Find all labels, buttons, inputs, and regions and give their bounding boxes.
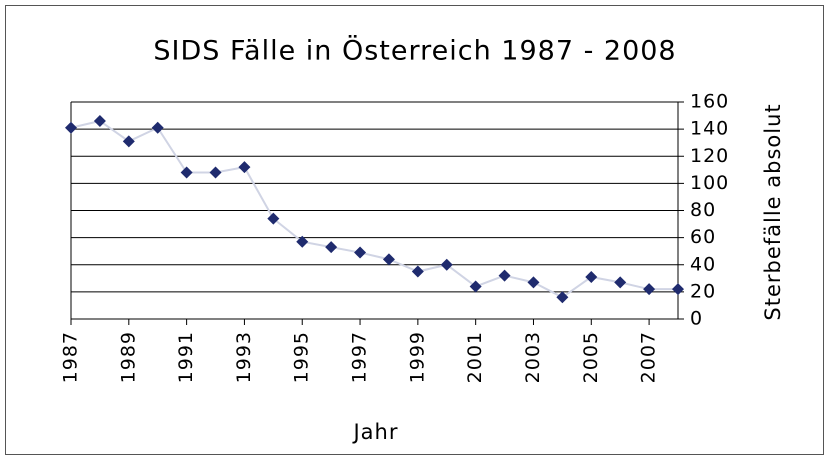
y-tick-label: 20 (690, 280, 716, 302)
data-point (527, 276, 540, 289)
data-point (411, 265, 424, 278)
data-line (70, 119, 678, 299)
data-point (151, 121, 164, 134)
data-point (238, 161, 251, 174)
y-tick-label: 100 (690, 172, 729, 194)
data-point (556, 291, 569, 304)
data-point (325, 241, 338, 254)
x-tick-label: 1999 (406, 331, 428, 383)
data-point (498, 269, 511, 282)
y-tick-label: 120 (690, 145, 729, 167)
data-point (643, 283, 656, 296)
y-tick-label: 80 (690, 199, 716, 221)
x-tick-label: 1993 (233, 331, 255, 383)
data-point (122, 135, 135, 148)
data-point (440, 258, 453, 271)
x-axis-label: Jahr (351, 420, 398, 444)
x-tick-label: 2003 (522, 331, 544, 383)
x-tick-label: 1991 (175, 331, 197, 383)
data-point (672, 283, 684, 296)
x-tick-label: 2007 (638, 331, 660, 383)
y-axis-label: Sterbefälle absolut (761, 103, 785, 320)
x-tick-label: 1995 (291, 331, 313, 383)
data-point (180, 166, 193, 179)
y-tick-label: 0 (690, 308, 703, 330)
data-point (65, 121, 77, 134)
y-tick-label: 60 (690, 226, 716, 248)
y-tick-label: 140 (690, 118, 729, 140)
data-point (614, 276, 627, 289)
data-point (354, 246, 367, 259)
data-point (267, 212, 280, 225)
y-tick-label: 40 (690, 253, 716, 275)
y-tick-label: 160 (690, 91, 729, 113)
x-tick-label: 1987 (60, 331, 82, 383)
data-point (469, 280, 482, 293)
data-point (209, 166, 222, 179)
chart-border (5, 5, 824, 455)
x-tick-label: 1989 (117, 331, 139, 383)
x-tick-label: 2001 (464, 331, 486, 383)
x-tick-label: 2005 (580, 331, 602, 383)
data-point (296, 235, 309, 248)
chart-title: SIDS Fälle in Österreich 1987 - 2008 (153, 35, 676, 67)
data-point (93, 114, 106, 127)
data-point (382, 253, 395, 266)
data-point (585, 270, 598, 283)
x-tick-label: 1997 (349, 331, 371, 383)
